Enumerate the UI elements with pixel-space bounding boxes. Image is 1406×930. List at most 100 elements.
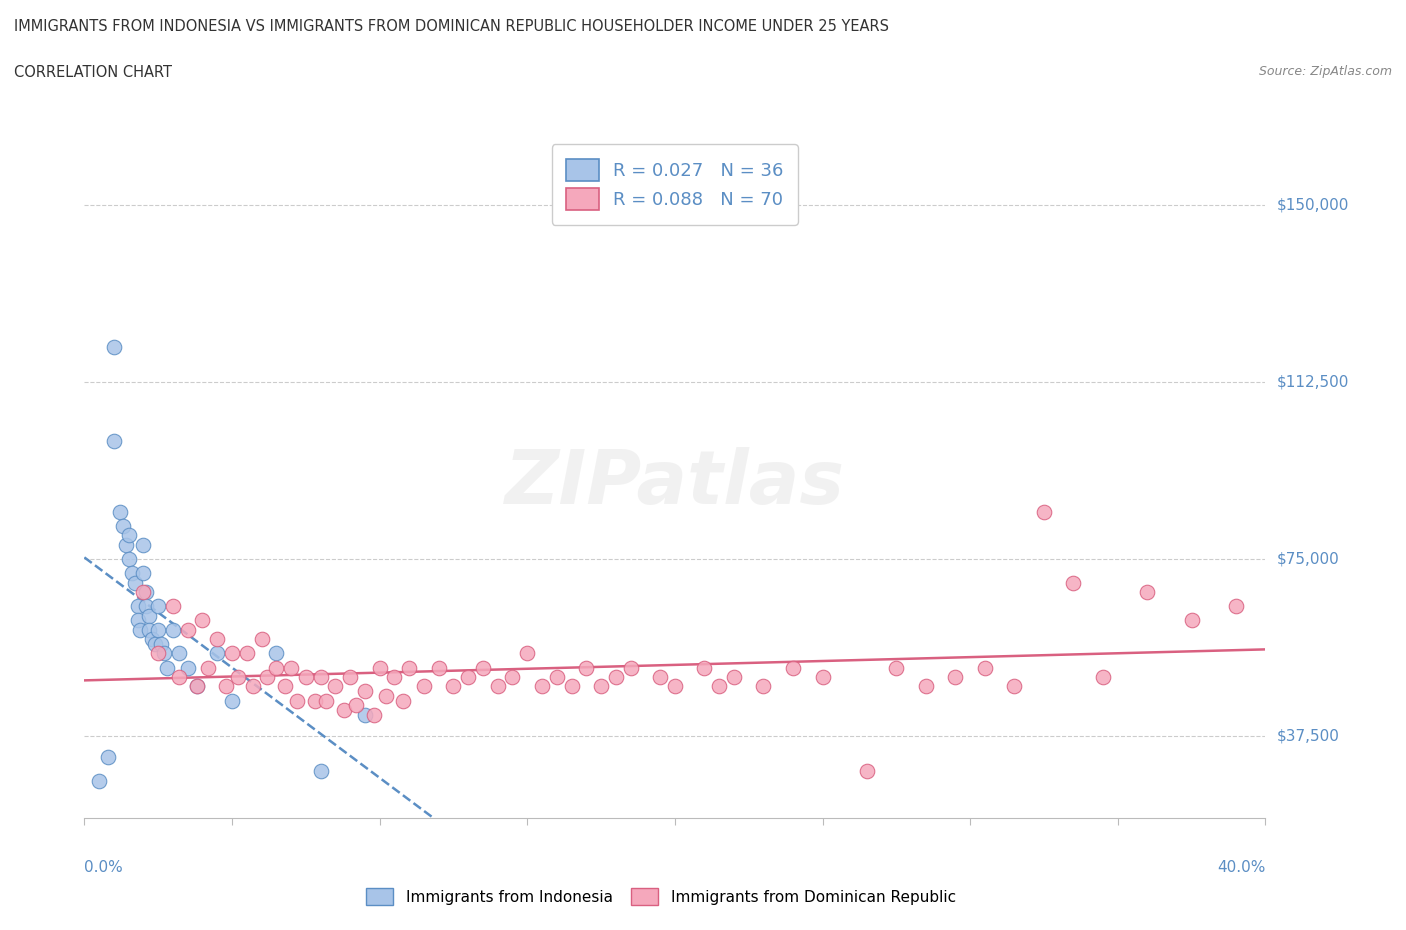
Point bbox=[664, 679, 686, 694]
Text: 0.0%: 0.0% bbox=[84, 860, 124, 875]
Point bbox=[242, 679, 264, 694]
Point bbox=[1136, 585, 1159, 600]
Point bbox=[285, 693, 308, 708]
Point bbox=[114, 538, 136, 552]
Point bbox=[97, 750, 120, 764]
Point bbox=[723, 670, 745, 684]
Point bbox=[339, 670, 361, 684]
Point bbox=[108, 504, 131, 519]
Point bbox=[295, 670, 318, 684]
Point bbox=[752, 679, 775, 694]
Point bbox=[1180, 613, 1202, 628]
Point bbox=[103, 339, 125, 354]
Point bbox=[205, 646, 228, 661]
Point bbox=[855, 764, 877, 778]
Point bbox=[138, 622, 160, 637]
Point bbox=[427, 660, 450, 675]
Point bbox=[333, 702, 356, 717]
Point bbox=[148, 622, 170, 637]
Point bbox=[546, 670, 568, 684]
Text: ZIPatlas: ZIPatlas bbox=[505, 447, 845, 520]
Point bbox=[135, 599, 157, 614]
Point bbox=[162, 622, 184, 637]
Point bbox=[354, 707, 377, 722]
Point bbox=[156, 660, 179, 675]
Point bbox=[215, 679, 238, 694]
Point bbox=[153, 646, 176, 661]
Point bbox=[501, 670, 523, 684]
Point bbox=[118, 528, 141, 543]
Point bbox=[591, 679, 613, 694]
Point bbox=[124, 575, 146, 590]
Point bbox=[118, 551, 141, 566]
Point bbox=[111, 519, 134, 534]
Point bbox=[457, 670, 479, 684]
Point bbox=[167, 646, 190, 661]
Point bbox=[177, 660, 200, 675]
Point bbox=[167, 670, 190, 684]
Point bbox=[1063, 575, 1085, 590]
Point bbox=[309, 764, 332, 778]
Legend: Immigrants from Indonesia, Immigrants from Dominican Republic: Immigrants from Indonesia, Immigrants fr… bbox=[359, 880, 963, 913]
Point bbox=[811, 670, 834, 684]
Point bbox=[264, 660, 288, 675]
Point bbox=[516, 646, 538, 661]
Text: $112,500: $112,500 bbox=[1277, 375, 1348, 390]
Text: CORRELATION CHART: CORRELATION CHART bbox=[14, 65, 172, 80]
Point bbox=[560, 679, 583, 694]
Text: $37,500: $37,500 bbox=[1277, 728, 1340, 743]
Point bbox=[132, 538, 155, 552]
Text: IMMIGRANTS FROM INDONESIA VS IMMIGRANTS FROM DOMINICAN REPUBLIC HOUSEHOLDER INCO: IMMIGRANTS FROM INDONESIA VS IMMIGRANTS … bbox=[14, 19, 889, 33]
Point bbox=[197, 660, 219, 675]
Point bbox=[121, 565, 143, 580]
Point bbox=[709, 679, 731, 694]
Point bbox=[177, 622, 200, 637]
Point bbox=[693, 660, 716, 675]
Point bbox=[530, 679, 553, 694]
Point bbox=[205, 631, 228, 646]
Text: $150,000: $150,000 bbox=[1277, 198, 1348, 213]
Point bbox=[575, 660, 598, 675]
Point bbox=[315, 693, 337, 708]
Point bbox=[186, 679, 208, 694]
Point bbox=[256, 670, 278, 684]
Point bbox=[1225, 599, 1247, 614]
Point bbox=[148, 646, 170, 661]
Point bbox=[141, 631, 163, 646]
Point bbox=[150, 636, 173, 651]
Point bbox=[135, 585, 157, 600]
Point bbox=[472, 660, 495, 675]
Point bbox=[127, 599, 149, 614]
Point bbox=[782, 660, 804, 675]
Point bbox=[354, 684, 377, 698]
Point bbox=[235, 646, 259, 661]
Point bbox=[973, 660, 995, 675]
Point bbox=[619, 660, 641, 675]
Point bbox=[945, 670, 967, 684]
Point bbox=[309, 670, 332, 684]
Point bbox=[138, 608, 160, 623]
Point bbox=[1091, 670, 1114, 684]
Point bbox=[226, 670, 249, 684]
Point bbox=[441, 679, 464, 694]
Text: $75,000: $75,000 bbox=[1277, 551, 1340, 566]
Legend: R = 0.027   N = 36, R = 0.088   N = 70: R = 0.027 N = 36, R = 0.088 N = 70 bbox=[551, 144, 799, 225]
Point bbox=[914, 679, 936, 694]
Point bbox=[648, 670, 672, 684]
Point bbox=[392, 693, 415, 708]
Point bbox=[605, 670, 627, 684]
Point bbox=[344, 698, 367, 712]
Point bbox=[1032, 504, 1054, 519]
Point bbox=[87, 773, 111, 788]
Point bbox=[132, 565, 155, 580]
Point bbox=[132, 585, 155, 600]
Point bbox=[191, 613, 214, 628]
Point bbox=[398, 660, 420, 675]
Text: 40.0%: 40.0% bbox=[1218, 860, 1265, 875]
Point bbox=[274, 679, 297, 694]
Point bbox=[1004, 679, 1026, 694]
Point bbox=[368, 660, 391, 675]
Point bbox=[304, 693, 326, 708]
Point bbox=[250, 631, 273, 646]
Point bbox=[148, 599, 170, 614]
